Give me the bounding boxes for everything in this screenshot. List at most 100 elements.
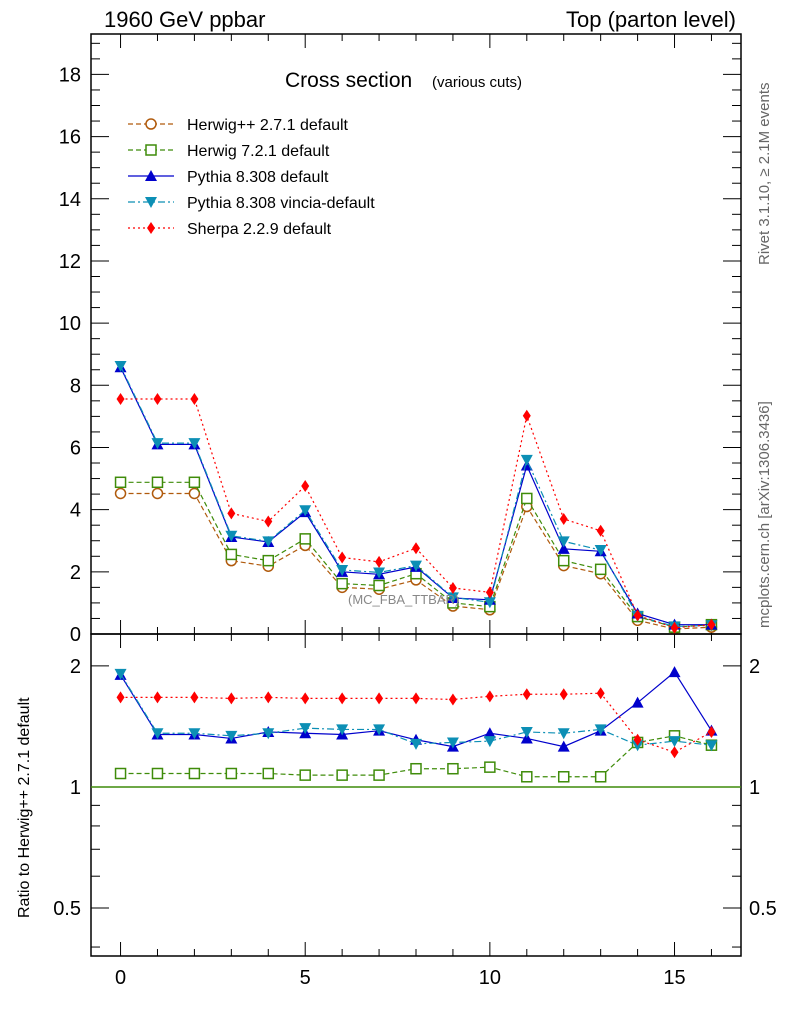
ratio-point bbox=[299, 723, 312, 735]
y-tick-label: 18 bbox=[59, 64, 81, 86]
data-point bbox=[596, 524, 605, 537]
ratio-point bbox=[557, 771, 570, 783]
y-tick-label: 14 bbox=[59, 189, 81, 211]
legend-marker bbox=[145, 118, 157, 130]
data-point bbox=[375, 555, 384, 568]
data-point bbox=[557, 536, 570, 548]
y-tick-label: 6 bbox=[70, 437, 81, 459]
ratio-point bbox=[410, 762, 422, 775]
ratio-point bbox=[522, 688, 531, 701]
legend-marker bbox=[145, 170, 157, 181]
data-point bbox=[446, 592, 459, 604]
y-tick-label: 0 bbox=[70, 624, 81, 646]
data-point bbox=[633, 609, 642, 622]
chart-subtitle: (various cuts) bbox=[432, 74, 522, 91]
data-point bbox=[336, 577, 348, 590]
ratio-point bbox=[373, 724, 386, 736]
ratio-point bbox=[668, 666, 681, 678]
x-tick-label: 5 bbox=[300, 967, 311, 989]
ratio-point bbox=[484, 761, 496, 773]
data-point bbox=[373, 579, 385, 592]
data-point bbox=[116, 392, 125, 405]
ratio-y-tick-label-right: 0.5 bbox=[749, 898, 777, 920]
data-point bbox=[594, 563, 607, 576]
data-point bbox=[559, 512, 568, 525]
legend-marker bbox=[145, 197, 157, 208]
ratio-point bbox=[596, 687, 605, 700]
ratio-point bbox=[188, 767, 201, 780]
ratio-point bbox=[557, 740, 570, 752]
ratio-point bbox=[153, 691, 162, 704]
legend-marker bbox=[147, 222, 155, 234]
ratio-point bbox=[448, 693, 457, 706]
data-point bbox=[227, 507, 236, 520]
data-point bbox=[522, 409, 531, 422]
legend-label: Pythia 8.308 vincia-default bbox=[187, 195, 375, 212]
x-tick-label: 10 bbox=[479, 967, 501, 989]
data-point bbox=[485, 586, 494, 599]
ratio-y-tick-label-right: 1 bbox=[749, 777, 760, 799]
ratio-point bbox=[633, 733, 642, 746]
y-tick-label: 16 bbox=[59, 127, 81, 149]
ratio-point bbox=[114, 668, 127, 680]
ratio-point bbox=[151, 728, 164, 740]
data-point bbox=[412, 542, 420, 555]
y-tick-label: 12 bbox=[59, 251, 81, 273]
data-point bbox=[557, 554, 570, 567]
ratio-y-tick-label-right: 2 bbox=[749, 656, 760, 678]
data-point bbox=[151, 438, 164, 450]
data-point bbox=[299, 505, 312, 517]
ratio-point bbox=[338, 692, 347, 705]
data-point bbox=[670, 621, 679, 634]
ratio-point bbox=[412, 692, 420, 705]
header-left: 1960 GeV ppbar bbox=[104, 7, 266, 32]
ratio-point bbox=[114, 767, 127, 780]
ratio-point bbox=[262, 767, 275, 780]
ratio-point bbox=[483, 736, 496, 748]
ratio-point bbox=[116, 691, 125, 704]
ratio-point bbox=[262, 728, 275, 740]
ratio-point bbox=[594, 771, 607, 783]
data-point bbox=[301, 480, 310, 493]
legend-label: Sherpa 2.2.9 default bbox=[187, 221, 332, 238]
ratio-point bbox=[631, 696, 644, 708]
data-point bbox=[225, 530, 238, 542]
ratio-point bbox=[410, 738, 422, 750]
ratio-y-tick-label: 0.5 bbox=[53, 898, 81, 920]
ratio-point bbox=[151, 767, 164, 780]
ratio-point bbox=[373, 769, 385, 781]
ratio-point bbox=[557, 728, 570, 740]
data-point bbox=[225, 548, 238, 561]
ratio-point bbox=[670, 746, 679, 759]
data-point bbox=[707, 618, 716, 631]
legend: Herwig++ 2.7.1 default Herwig 7.2.1 defau… bbox=[128, 117, 375, 238]
ratio-point bbox=[227, 692, 236, 705]
data-point bbox=[336, 564, 349, 576]
ratio-point bbox=[264, 691, 273, 704]
ratio-y-tick-label: 1 bbox=[70, 777, 81, 799]
main-plot-series bbox=[114, 361, 718, 635]
data-point bbox=[410, 560, 422, 572]
ratio-y-tick-label: 2 bbox=[70, 656, 81, 678]
ratio-point bbox=[559, 688, 568, 701]
ratio-point bbox=[190, 691, 199, 704]
ratio-plot-series bbox=[114, 666, 718, 783]
ratio-point bbox=[483, 727, 496, 739]
data-point bbox=[151, 487, 164, 500]
main-plot-frame: 0 2 4 6 8 10 12 14 16 18 bbox=[59, 33, 742, 646]
data-point bbox=[520, 454, 533, 466]
ratio-point bbox=[301, 692, 310, 705]
legend-marker bbox=[145, 144, 157, 156]
ratio-plot-border bbox=[90, 633, 742, 957]
ratio-point bbox=[707, 725, 716, 738]
ratio-point bbox=[336, 769, 348, 781]
x-tick-label: 15 bbox=[663, 967, 685, 989]
data-point bbox=[188, 438, 201, 450]
data-point bbox=[262, 554, 275, 567]
ratio-point bbox=[520, 726, 533, 738]
ratio-point bbox=[225, 730, 238, 742]
ratio-point bbox=[299, 769, 311, 781]
y-tick-label: 8 bbox=[70, 375, 81, 397]
header-right: Top (parton level) bbox=[566, 7, 736, 32]
ratio-point bbox=[705, 740, 718, 752]
